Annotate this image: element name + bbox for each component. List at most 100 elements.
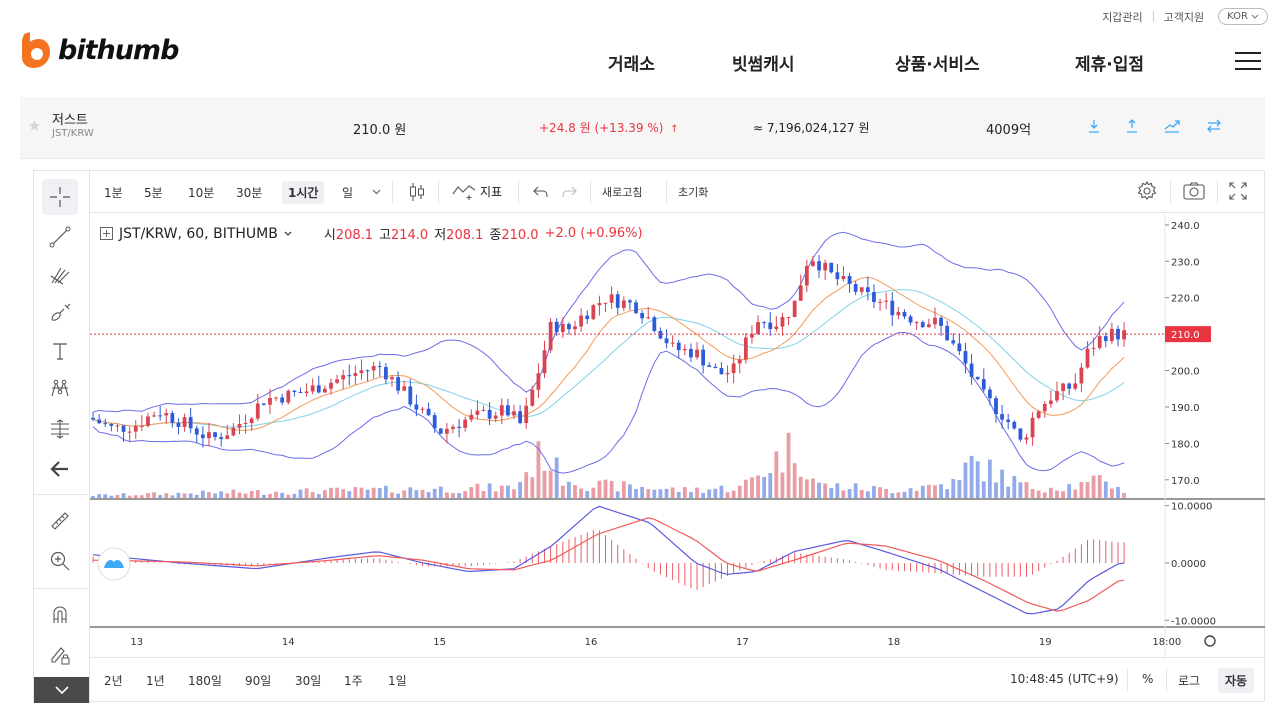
volume-bar — [512, 489, 516, 498]
range-1w[interactable]: 1주 — [344, 674, 363, 688]
toolbar-divider — [438, 181, 439, 203]
back-tool[interactable] — [42, 451, 78, 487]
camera-icon[interactable] — [1183, 182, 1205, 200]
volume-bar — [902, 491, 907, 498]
signal-line — [93, 517, 1125, 612]
range-90d[interactable]: 90일 — [245, 674, 272, 688]
candle-body — [682, 348, 687, 351]
candle-body — [695, 349, 699, 358]
coin-pair: JST/KRW — [52, 128, 94, 139]
volume-bar — [695, 487, 699, 498]
range-30d[interactable]: 30일 — [295, 674, 322, 688]
candle-body — [975, 376, 980, 380]
chevron-down-icon[interactable] — [372, 189, 381, 195]
trendline-tool[interactable] — [42, 219, 78, 255]
pattern-tool[interactable] — [42, 371, 78, 407]
candle-body — [707, 365, 712, 367]
collapse-legend-icon[interactable] — [100, 227, 113, 240]
crosshair-tool[interactable] — [42, 179, 78, 215]
candle-body — [719, 368, 724, 375]
indicators-label: 지표 — [480, 184, 503, 199]
indicator-icon — [452, 185, 476, 200]
measure-tool[interactable] — [42, 411, 78, 447]
price-tick-label: 180.0 — [1171, 439, 1200, 450]
interval-30m[interactable]: 30분 — [236, 186, 263, 200]
candle-body — [1000, 414, 1004, 420]
range-2y[interactable]: 2년 — [104, 674, 123, 688]
fib-tool[interactable] — [42, 257, 78, 293]
candle-body — [1030, 417, 1035, 438]
volume-bar — [1055, 490, 1059, 498]
ruler-tool[interactable] — [42, 503, 78, 539]
nav-bithumb-cash[interactable]: 빗썸캐시 — [732, 55, 795, 75]
volume-bar — [768, 473, 773, 498]
log-toggle[interactable]: 로그 — [1178, 674, 1201, 688]
refresh-button[interactable]: 새로고침 — [602, 186, 643, 199]
deposit-icon[interactable] — [1088, 119, 1100, 133]
brush-tool[interactable] — [42, 295, 78, 331]
bithumb-logo[interactable]: bithumb — [18, 30, 179, 70]
range-180d[interactable]: 180일 — [188, 674, 222, 688]
nav-partnership[interactable]: 제휴·입점 — [1075, 55, 1145, 75]
volume-bar — [365, 489, 370, 498]
volume-bar — [1036, 490, 1041, 498]
candle-body — [865, 287, 870, 293]
volume-bar — [829, 488, 834, 498]
lock-draw-tool[interactable] — [42, 637, 78, 673]
volume-bar — [957, 480, 962, 498]
interval-1d[interactable]: 일 — [342, 186, 354, 200]
arrow-left-icon — [50, 461, 68, 477]
chevron-down-icon[interactable] — [284, 231, 292, 237]
support-link[interactable]: 고객지원 — [1163, 10, 1205, 24]
candle-body — [804, 265, 809, 286]
candle-body — [1073, 383, 1078, 389]
interval-10m[interactable]: 10분 — [188, 186, 215, 200]
volume-bar — [920, 485, 925, 498]
price-chart[interactable]: 240.0230.0220.0210.0200.0190.0180.0170.0… — [90, 214, 1265, 659]
magnet-tool[interactable] — [42, 597, 78, 633]
pencil-lock-icon — [51, 647, 70, 665]
volume-bar — [219, 491, 224, 498]
trend-icon[interactable] — [1164, 119, 1180, 133]
indicators-button[interactable]: 지표 — [452, 182, 502, 200]
text-tool[interactable] — [42, 333, 78, 369]
candle-body — [817, 261, 821, 271]
candlestick-icon[interactable] — [408, 182, 426, 202]
fullscreen-icon[interactable] — [1229, 182, 1247, 200]
range-1d[interactable]: 1일 — [388, 674, 407, 688]
reset-button[interactable]: 초기화 — [678, 186, 709, 199]
toolbar-collapse-button[interactable] — [34, 677, 89, 703]
candle-body — [597, 303, 602, 306]
language-select[interactable]: KOR — [1218, 8, 1268, 25]
candle-body — [152, 415, 156, 417]
candle-body — [280, 397, 285, 403]
percent-toggle[interactable]: % — [1142, 672, 1154, 686]
volume-bar — [859, 489, 864, 498]
magnet-icon — [53, 606, 67, 623]
menu-icon[interactable] — [1235, 52, 1261, 72]
interval-1m[interactable]: 1분 — [104, 186, 123, 200]
gear-icon[interactable] — [1137, 181, 1157, 201]
interval-1h[interactable]: 1시간 — [282, 181, 325, 204]
current-price: 210.0 원 — [353, 123, 407, 138]
range-1y[interactable]: 1년 — [146, 674, 165, 688]
volume-bar — [176, 492, 181, 498]
wallet-link[interactable]: 지갑관리 — [1102, 10, 1143, 24]
zoom-tool[interactable] — [42, 543, 78, 579]
price-tick-label: 240.0 — [1171, 221, 1200, 232]
candle-body — [286, 390, 291, 403]
candle-body — [609, 294, 614, 303]
redo-icon[interactable] — [562, 185, 578, 198]
auto-toggle[interactable]: 자동 — [1218, 668, 1255, 693]
candle-body — [1006, 419, 1011, 422]
star-icon[interactable] — [28, 119, 41, 132]
toolbar-divider — [1166, 669, 1167, 691]
nav-products-services[interactable]: 상품·서비스 — [895, 55, 980, 75]
withdraw-icon[interactable] — [1126, 119, 1138, 133]
interval-5m[interactable]: 5분 — [144, 186, 163, 200]
nav-exchange[interactable]: 거래소 — [608, 55, 655, 75]
undo-icon[interactable] — [532, 185, 548, 198]
swap-icon[interactable] — [1206, 119, 1222, 133]
symbol-label[interactable]: JST/KRW, 60, BITHUMB — [119, 225, 278, 242]
axis-settings-icon — [1204, 635, 1216, 647]
